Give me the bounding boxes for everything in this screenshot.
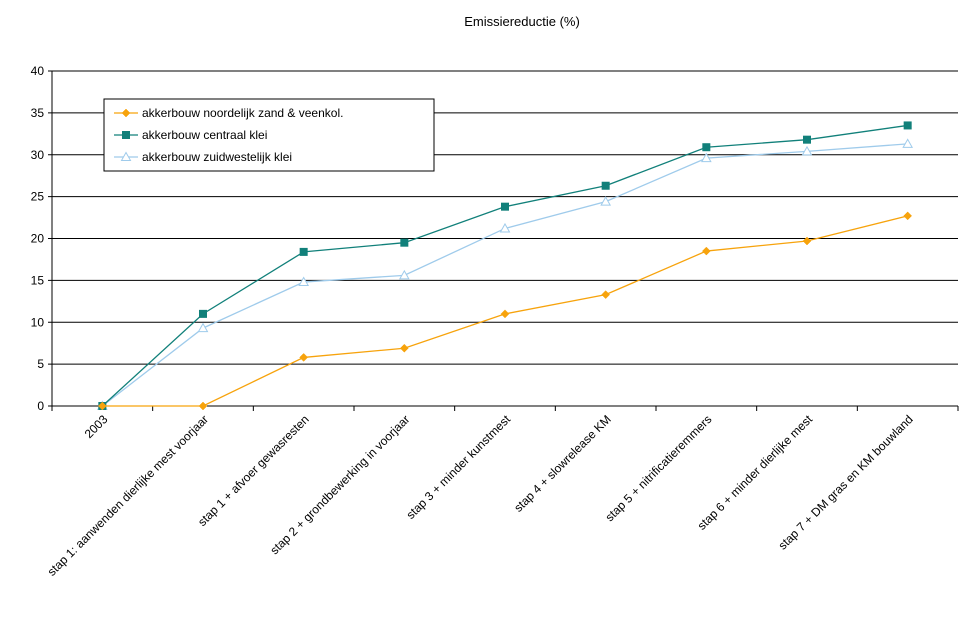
x-tick-label: stap 1 + afvoer gewasresten	[195, 412, 312, 529]
x-tick-label: stap 4 + slowrelease KM	[511, 412, 614, 515]
legend-marker	[121, 108, 131, 118]
legend-label: akkerbouw zuidwestelijk klei	[142, 150, 292, 164]
data-point	[801, 145, 813, 156]
data-point	[199, 309, 207, 318]
data-point	[903, 121, 912, 130]
y-tick-label: 10	[31, 315, 45, 329]
data-point	[500, 309, 510, 319]
data-point	[700, 152, 712, 163]
y-tick-label: 5	[37, 357, 44, 371]
data-point	[803, 135, 811, 144]
data-point	[400, 238, 409, 247]
data-point	[701, 246, 711, 256]
y-tick-label: 35	[31, 106, 45, 120]
series-line	[101, 143, 908, 407]
data-point	[601, 181, 610, 190]
legend-label: akkerbouw noordelijk zand & veenkol.	[142, 106, 343, 120]
y-tick-label: 15	[31, 273, 45, 287]
x-tick-label: stap 1: aanwenden dierlijke mest voorjaa…	[45, 412, 212, 579]
x-tick-label: stap 6 + minder dierlijke mest	[695, 412, 816, 533]
data-point	[197, 322, 209, 333]
x-tick-label: 2003	[82, 412, 111, 441]
legend-marker	[122, 131, 130, 139]
x-tick-label: stap 3 + minder kunstmest	[403, 412, 513, 522]
data-point	[600, 196, 612, 206]
series-triangle	[96, 138, 914, 410]
data-point	[601, 290, 611, 299]
data-point	[299, 247, 308, 256]
series-group	[96, 121, 914, 411]
y-tick-label: 0	[37, 399, 44, 413]
legend-box	[103, 98, 435, 172]
series-diamond	[97, 211, 913, 411]
legend-label: akkerbouw centraal klei	[142, 128, 267, 142]
data-point	[398, 269, 410, 280]
y-tick-label: 40	[31, 64, 45, 78]
y-tick-label: 30	[31, 148, 45, 162]
y-tick-label: 25	[31, 190, 45, 204]
series-square	[98, 121, 912, 410]
data-point	[702, 143, 711, 152]
legend-marker	[120, 151, 132, 161]
legend: akkerbouw noordelijk zand & veenkol. akke…	[103, 98, 435, 172]
data-point	[902, 138, 914, 148]
data-point	[298, 276, 310, 287]
data-point	[802, 236, 812, 246]
data-point	[198, 401, 208, 411]
data-point	[399, 343, 409, 353]
data-point	[97, 401, 107, 411]
chart-title: Emissiereductie (%)	[464, 14, 580, 29]
y-tick-label: 20	[31, 232, 45, 246]
x-tick-label: stap 5 + nitrificatieremmers	[602, 412, 714, 524]
data-point	[499, 222, 511, 233]
data-point	[299, 353, 309, 362]
data-point	[501, 202, 509, 211]
data-point	[903, 211, 913, 221]
y-tick-labels: 0 5 10 15 20 25 30 35 40	[31, 64, 45, 413]
